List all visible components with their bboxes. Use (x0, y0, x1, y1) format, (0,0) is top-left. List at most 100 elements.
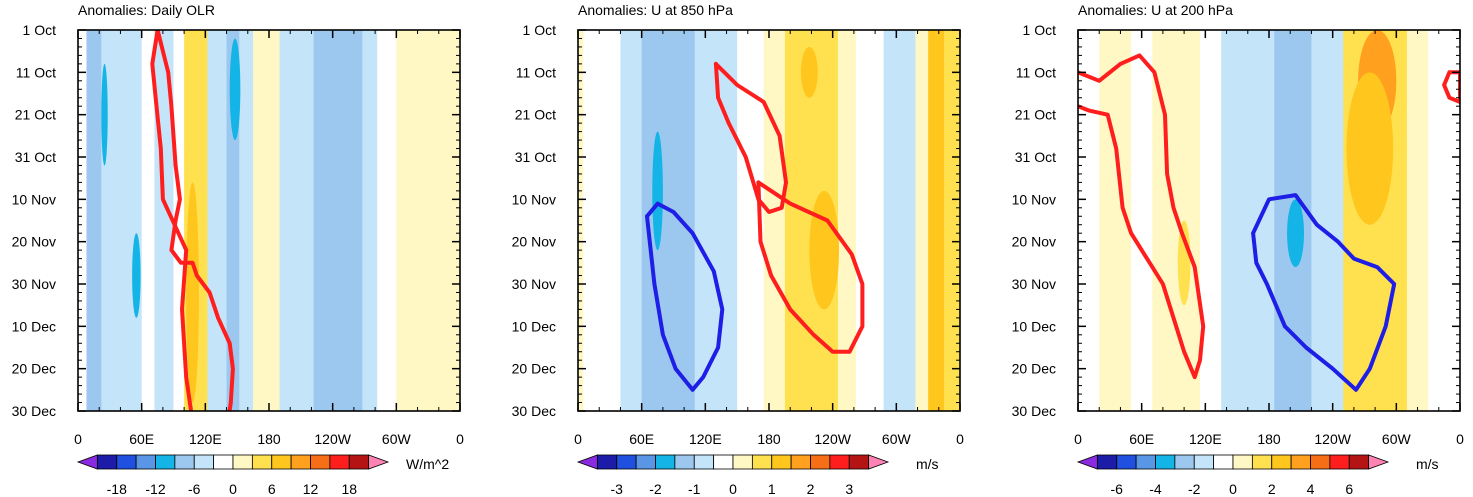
y-tick-label: 20 Dec (12, 361, 56, 377)
anomaly-band (253, 30, 281, 411)
anomaly-band (362, 30, 378, 411)
y-tick-label: 11 Oct (516, 64, 556, 80)
x-tick-label: 60E (1129, 431, 1154, 447)
anomaly-patch (1287, 199, 1305, 268)
x-tick-label: 0 (1456, 431, 1464, 447)
y-tick-label: 1 Oct (523, 22, 557, 38)
colorbar-swatch (232, 454, 253, 470)
colorbar-tick-label: 4 (1307, 481, 1315, 497)
colorbar-swatch (251, 454, 273, 470)
anomaly-band (173, 30, 185, 411)
colorbar: -18 -12 -6 0 6 12 18 W/m^2 (76, 454, 449, 497)
y-tick-label: 21 Oct (1015, 107, 1056, 123)
colorbar-tick-label: -12 (145, 481, 165, 497)
colorbar-swatch (655, 454, 676, 470)
colorbar-swatch (1116, 454, 1137, 470)
y-tick-label: 31 Oct (1015, 149, 1056, 165)
x-tick-label: 180 (757, 431, 781, 447)
anomaly-patch (1346, 72, 1394, 225)
anomaly-band (1253, 30, 1275, 411)
anomaly-band (1311, 30, 1344, 411)
shaded-field (1078, 30, 1460, 411)
y-tick-label: 20 Nov (512, 234, 556, 250)
colorbar-swatch (829, 454, 850, 470)
positive-contour-2 (756, 180, 865, 354)
anomaly-band (313, 30, 363, 411)
colorbar-unit-label: m/s (916, 456, 939, 472)
colorbar-swatch (693, 454, 715, 470)
colorbar-swatch (193, 454, 215, 470)
colorbar-tick-label: -1 (688, 481, 701, 497)
colorbar-unit-label: W/m^2 (406, 456, 449, 472)
colorbar-tick-label: 1 (768, 481, 776, 497)
colorbar-swatch (213, 454, 234, 470)
panel-title: Anomalies: U at 200 hPa (1078, 2, 1233, 18)
colorbar-tick-label: 6 (1345, 481, 1353, 497)
x-tick-label: 60E (129, 431, 154, 447)
colorbar-swatch (1193, 454, 1215, 470)
colorbar-swatch (771, 454, 792, 470)
y-tick-label: 10 Nov (12, 191, 56, 207)
anomaly-band (115, 30, 143, 411)
x-tick-label: 0 (574, 431, 582, 447)
anomaly-patch (229, 38, 241, 141)
anomaly-band (86, 30, 102, 411)
colorbar-swatch (810, 454, 831, 470)
y-tick-label: 10 Nov (1012, 191, 1056, 207)
colorbar-swatch (1251, 454, 1273, 470)
colorbar-swatch (1135, 454, 1156, 470)
y-tick-label: 20 Dec (1012, 361, 1056, 377)
anomaly-band (1078, 30, 1100, 411)
anomaly-band (279, 30, 315, 411)
y-tick-label: 20 Dec (512, 361, 556, 377)
colorbar-tick-label: 12 (303, 481, 319, 497)
x-tick-label: 120E (1189, 431, 1222, 447)
anomaly-patch (652, 131, 663, 251)
y-tick-label: 10 Nov (512, 191, 556, 207)
colorbar-swatch (96, 454, 118, 470)
colorbar-tick-label: 0 (229, 481, 237, 497)
colorbar-tick-label: -2 (1188, 481, 1201, 497)
colorbar-swatch (732, 454, 753, 470)
anomaly-patch (101, 63, 108, 166)
colorbar-swatch (1348, 454, 1370, 470)
panel-title: Anomalies: Daily OLR (78, 2, 215, 18)
colorbar-tick-label: -18 (107, 481, 127, 497)
colorbar-swatch (1290, 454, 1311, 470)
y-tick-label: 30 Dec (512, 403, 556, 419)
y-tick-label: 20 Nov (12, 234, 56, 250)
colorbar: -6 -4 -2 0 2 4 6 m/s (1076, 454, 1439, 497)
colorbar-tick-label: -4 (1149, 481, 1162, 497)
positive-contour-1 (1078, 53, 1206, 380)
colorbar-swatch (1155, 454, 1176, 470)
x-tick-label: 180 (1257, 431, 1281, 447)
colorbar-high-end (1368, 454, 1390, 470)
colorbar-swatch (310, 454, 331, 470)
colorbar-tick-label: 2 (1268, 481, 1276, 497)
anomaly-band (694, 30, 712, 411)
y-tick-label: 31 Oct (515, 149, 556, 165)
y-tick-label: 30 Dec (12, 403, 56, 419)
x-tick-label: 60W (382, 431, 412, 447)
colorbar-tick-label: 0 (729, 481, 737, 497)
y-tick-label: 10 Dec (512, 318, 556, 334)
y-tick-label: 31 Oct (15, 149, 56, 165)
anomaly-band (1406, 30, 1429, 411)
y-tick-label: 30 Dec (1012, 403, 1056, 419)
anomaly-band (1428, 30, 1460, 411)
colorbar-swatch (1329, 454, 1350, 470)
colorbar-swatch (116, 454, 137, 470)
anomaly-band (239, 30, 254, 411)
anomaly-band (944, 30, 960, 411)
colorbar-swatch (174, 454, 195, 470)
colorbar-swatch (1096, 454, 1118, 470)
panel-title: Anomalies: U at 850 hPa (578, 2, 733, 18)
colorbar-tick-label: -2 (649, 481, 662, 497)
anomaly-band (207, 30, 228, 411)
colorbar-high-end (868, 454, 890, 470)
colorbar: -3 -2 -1 0 1 2 3 m/s (576, 454, 939, 497)
x-tick-label: 120E (189, 431, 222, 447)
x-tick-label: 120W (1314, 431, 1351, 447)
anomaly-band (578, 30, 584, 411)
